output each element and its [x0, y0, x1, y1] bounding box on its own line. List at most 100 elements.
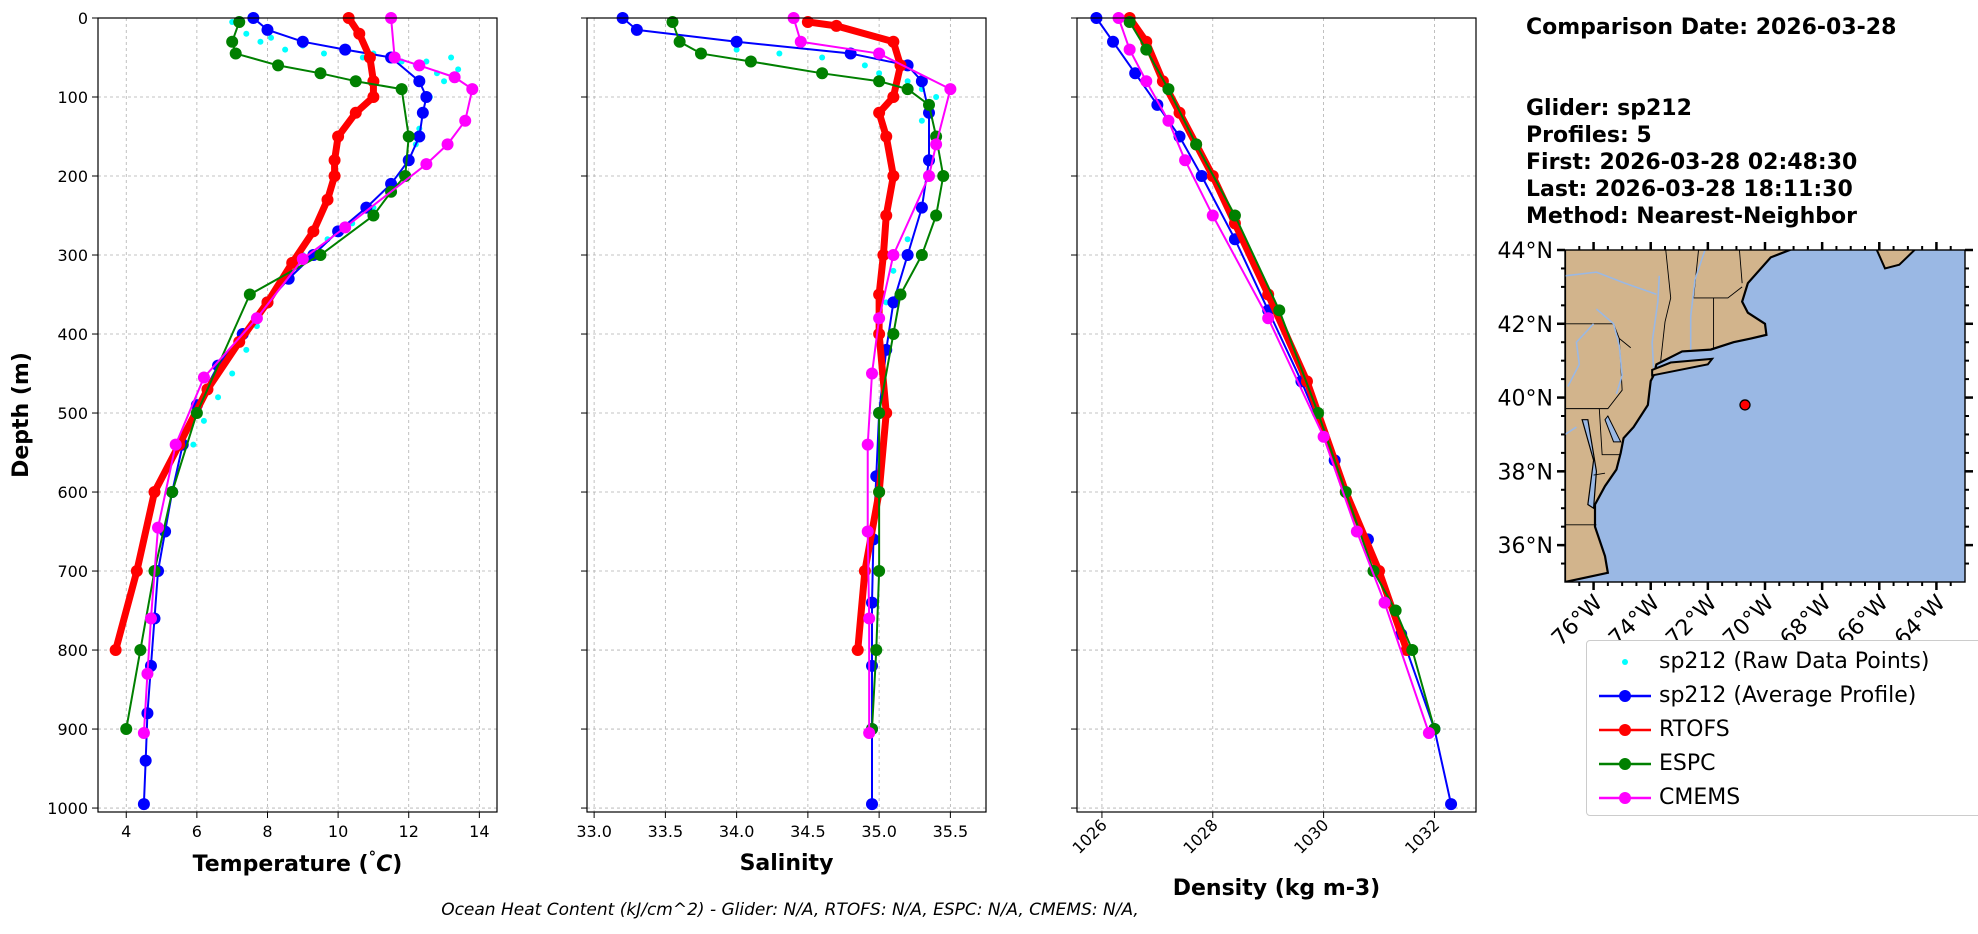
location-map: 44°N42°N40°N38°N36°N76°W74°W72°W70°W68°W… — [1498, 239, 1973, 651]
data-point — [250, 312, 263, 325]
data-point — [1422, 726, 1435, 739]
data-point — [944, 83, 957, 96]
data-point — [887, 249, 900, 262]
river — [1689, 250, 1706, 350]
x-tick-label: 10 — [328, 822, 348, 841]
data-point — [367, 209, 380, 222]
data-point — [930, 138, 943, 151]
data-point — [873, 486, 886, 499]
legend-marker-raw — [1622, 659, 1628, 665]
data-point — [120, 723, 133, 736]
data-point — [349, 75, 362, 88]
legend-label: sp212 (Raw Data Points) — [1659, 649, 1930, 674]
y-tick-label: 0 — [78, 9, 88, 28]
data-point — [1107, 35, 1120, 48]
river — [1651, 275, 1661, 369]
map-lat-label: 38°N — [1498, 460, 1553, 485]
data-point — [873, 407, 886, 420]
data-point — [873, 565, 886, 578]
data-point — [1123, 43, 1136, 56]
river — [1565, 426, 1577, 436]
axes-frame — [97, 17, 498, 813]
data-point — [130, 565, 143, 578]
data-point — [915, 249, 928, 262]
land — [1565, 250, 1793, 582]
data-point — [388, 51, 401, 64]
series-line — [142, 17, 474, 734]
chart-panel-2: 33.0 33.5 34.0 34.5 35.0 35.5 Salinity — [576, 12, 987, 876]
data-point — [448, 71, 461, 84]
data-point — [863, 612, 876, 625]
data-point — [413, 130, 426, 143]
data-point — [863, 726, 876, 739]
data-point — [215, 394, 222, 401]
data-point — [109, 644, 122, 657]
x-tick-label: 1030 — [1290, 815, 1332, 857]
data-point — [137, 798, 150, 811]
series-line — [807, 18, 904, 651]
legend-marker-average — [1599, 690, 1651, 702]
data-point — [744, 55, 757, 68]
series-line — [1128, 21, 1436, 730]
data-point — [229, 47, 242, 60]
y-tick-label: 900 — [57, 720, 88, 739]
legend-marker-espc — [1599, 758, 1651, 770]
first-time: First: 2026-03-28 02:48:30 — [1526, 150, 1858, 175]
data-point — [801, 15, 814, 28]
legend-item-average: sp212 (Average Profile) — [1587, 679, 1978, 713]
data-point — [794, 35, 807, 48]
legend-marker-rtofs — [1599, 724, 1651, 736]
data-point — [1389, 604, 1402, 617]
data-point — [904, 236, 911, 243]
data-point — [901, 83, 914, 96]
data-point — [141, 667, 154, 680]
x-axis-label: Temperature (°C) — [193, 848, 403, 877]
data-point — [314, 67, 327, 80]
data-point — [819, 54, 826, 61]
data-point — [1350, 525, 1363, 538]
data-point — [339, 221, 352, 234]
data-point — [830, 19, 843, 32]
x-tick-label: 1032 — [1401, 815, 1443, 857]
data-point — [1162, 114, 1175, 127]
legend-item-rtofs: RTOFS — [1587, 713, 1978, 747]
y-tick-label: 200 — [57, 167, 88, 186]
last-time: Last: 2026-03-28 18:11:30 — [1526, 177, 1853, 202]
data-point — [933, 94, 940, 101]
x-tick-label: 8 — [262, 822, 272, 841]
state-border — [1738, 250, 1743, 284]
data-point — [873, 328, 886, 341]
x-tick-label: 34.5 — [790, 822, 826, 841]
axes-frame — [586, 17, 987, 813]
river — [1595, 308, 1623, 395]
state-border — [1565, 323, 1631, 349]
state-border — [1693, 286, 1743, 299]
data-point — [363, 51, 376, 64]
series-line — [125, 21, 410, 730]
y-tick-label: 800 — [57, 641, 88, 660]
profile-count: Profiles: 5 — [1526, 123, 1652, 148]
data-point — [877, 249, 890, 262]
data-point — [866, 798, 878, 811]
data-point — [360, 201, 373, 214]
data-point — [233, 15, 246, 28]
data-point — [776, 50, 783, 57]
data-point — [169, 438, 182, 451]
x-tick-label: 14 — [469, 822, 489, 841]
data-point — [904, 78, 911, 85]
data-point — [134, 644, 147, 657]
data-point — [851, 644, 864, 657]
map-lat-label: 36°N — [1498, 534, 1553, 559]
data-point — [1312, 407, 1325, 420]
data-point — [332, 130, 345, 143]
legend-marker-cmems — [1599, 792, 1651, 804]
legend-label: sp212 (Average Profile) — [1659, 683, 1917, 708]
data-point — [1262, 312, 1275, 325]
data-point — [733, 46, 740, 53]
data-point — [233, 335, 246, 348]
data-point — [1140, 75, 1153, 88]
data-point — [243, 30, 250, 37]
info-panel: Comparison Date: 2026-03-28 Glider: sp21… — [1526, 14, 1896, 230]
state-border — [1660, 250, 1672, 361]
data-point — [339, 43, 352, 56]
